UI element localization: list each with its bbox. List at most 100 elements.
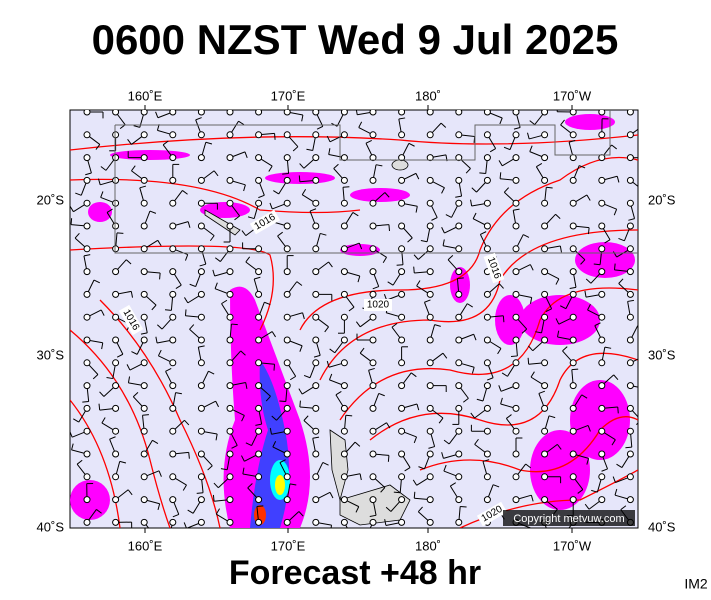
barb-flag	[272, 441, 277, 448]
station	[83, 154, 91, 162]
station	[169, 110, 177, 116]
station	[226, 404, 234, 412]
barb-flag	[616, 176, 620, 183]
barb-flag	[298, 175, 301, 182]
barb-flag	[385, 506, 392, 512]
barb-flag	[322, 461, 329, 466]
station	[169, 404, 177, 412]
barb-flag	[268, 165, 273, 172]
station	[512, 473, 520, 481]
station	[340, 496, 348, 504]
station	[255, 336, 263, 344]
station	[626, 313, 634, 321]
station	[398, 427, 406, 435]
station	[112, 222, 120, 230]
station	[340, 268, 348, 276]
station	[312, 245, 320, 253]
station	[283, 131, 291, 139]
station	[312, 110, 320, 116]
barb-flag	[273, 190, 279, 195]
barb-flag	[560, 119, 565, 126]
barb-flag	[231, 445, 238, 449]
station	[283, 473, 291, 481]
station	[483, 359, 491, 367]
station	[83, 450, 91, 458]
station	[398, 473, 406, 481]
station	[483, 199, 491, 207]
heavy-rain	[250, 360, 290, 528]
isobar-label-bg	[476, 501, 508, 527]
station	[140, 268, 148, 276]
station	[512, 359, 520, 367]
station	[426, 473, 434, 481]
barb-flag	[85, 172, 92, 176]
lon-label: 170˚E	[271, 88, 306, 103]
barb-flag	[359, 473, 362, 481]
station	[626, 110, 634, 116]
barb-flag	[245, 382, 248, 389]
barb-flag	[538, 390, 546, 394]
station	[226, 382, 234, 390]
barb-flag	[182, 190, 188, 195]
barb-flag	[559, 245, 562, 253]
station	[426, 496, 434, 504]
station	[226, 176, 234, 184]
barb-flag	[355, 506, 360, 513]
barb-flag	[611, 439, 616, 446]
station	[255, 518, 263, 526]
station	[541, 473, 549, 481]
barb-flag	[467, 303, 473, 308]
barb-flag	[189, 283, 196, 288]
barb-flag	[591, 489, 598, 493]
station	[541, 268, 549, 276]
copyright-box	[503, 510, 635, 526]
station	[83, 336, 91, 344]
barb-flag	[560, 305, 567, 310]
barb-flag	[450, 482, 457, 487]
station	[197, 450, 205, 458]
station	[312, 268, 320, 276]
station	[340, 154, 348, 162]
barb-flag	[586, 458, 590, 465]
station	[197, 110, 205, 116]
barb-flag	[593, 263, 601, 266]
barb-flag	[417, 506, 423, 513]
barb-flag	[604, 239, 611, 244]
station	[140, 359, 148, 367]
station	[283, 382, 291, 390]
station	[255, 450, 263, 458]
barb-flag	[577, 489, 584, 494]
station	[112, 268, 120, 276]
station	[226, 154, 234, 162]
station	[483, 131, 491, 139]
station	[283, 199, 291, 207]
station	[455, 110, 463, 116]
barb-flag	[187, 509, 194, 514]
barb-flag	[530, 527, 531, 528]
barb-flag	[165, 367, 172, 372]
barb-flag	[184, 309, 187, 316]
barb-flag	[106, 208, 113, 213]
barb-flag	[393, 491, 401, 494]
station	[312, 382, 320, 390]
barb-flag	[247, 216, 255, 220]
isobar-value: 1020	[367, 300, 390, 311]
station	[569, 336, 577, 344]
station	[398, 154, 406, 162]
barb-flag	[480, 231, 487, 235]
station	[312, 518, 320, 526]
barb-flag	[299, 163, 305, 169]
lon-label: 160˚E	[128, 88, 163, 103]
barb-flag	[384, 519, 387, 526]
station	[598, 336, 606, 344]
station	[340, 382, 348, 390]
barb-flag	[155, 336, 158, 344]
station	[426, 518, 434, 526]
station	[226, 290, 234, 298]
barb-flag	[627, 299, 635, 302]
station	[169, 382, 177, 390]
barb-flag	[635, 97, 641, 99]
station	[369, 290, 377, 298]
station	[112, 290, 120, 298]
station	[369, 154, 377, 162]
